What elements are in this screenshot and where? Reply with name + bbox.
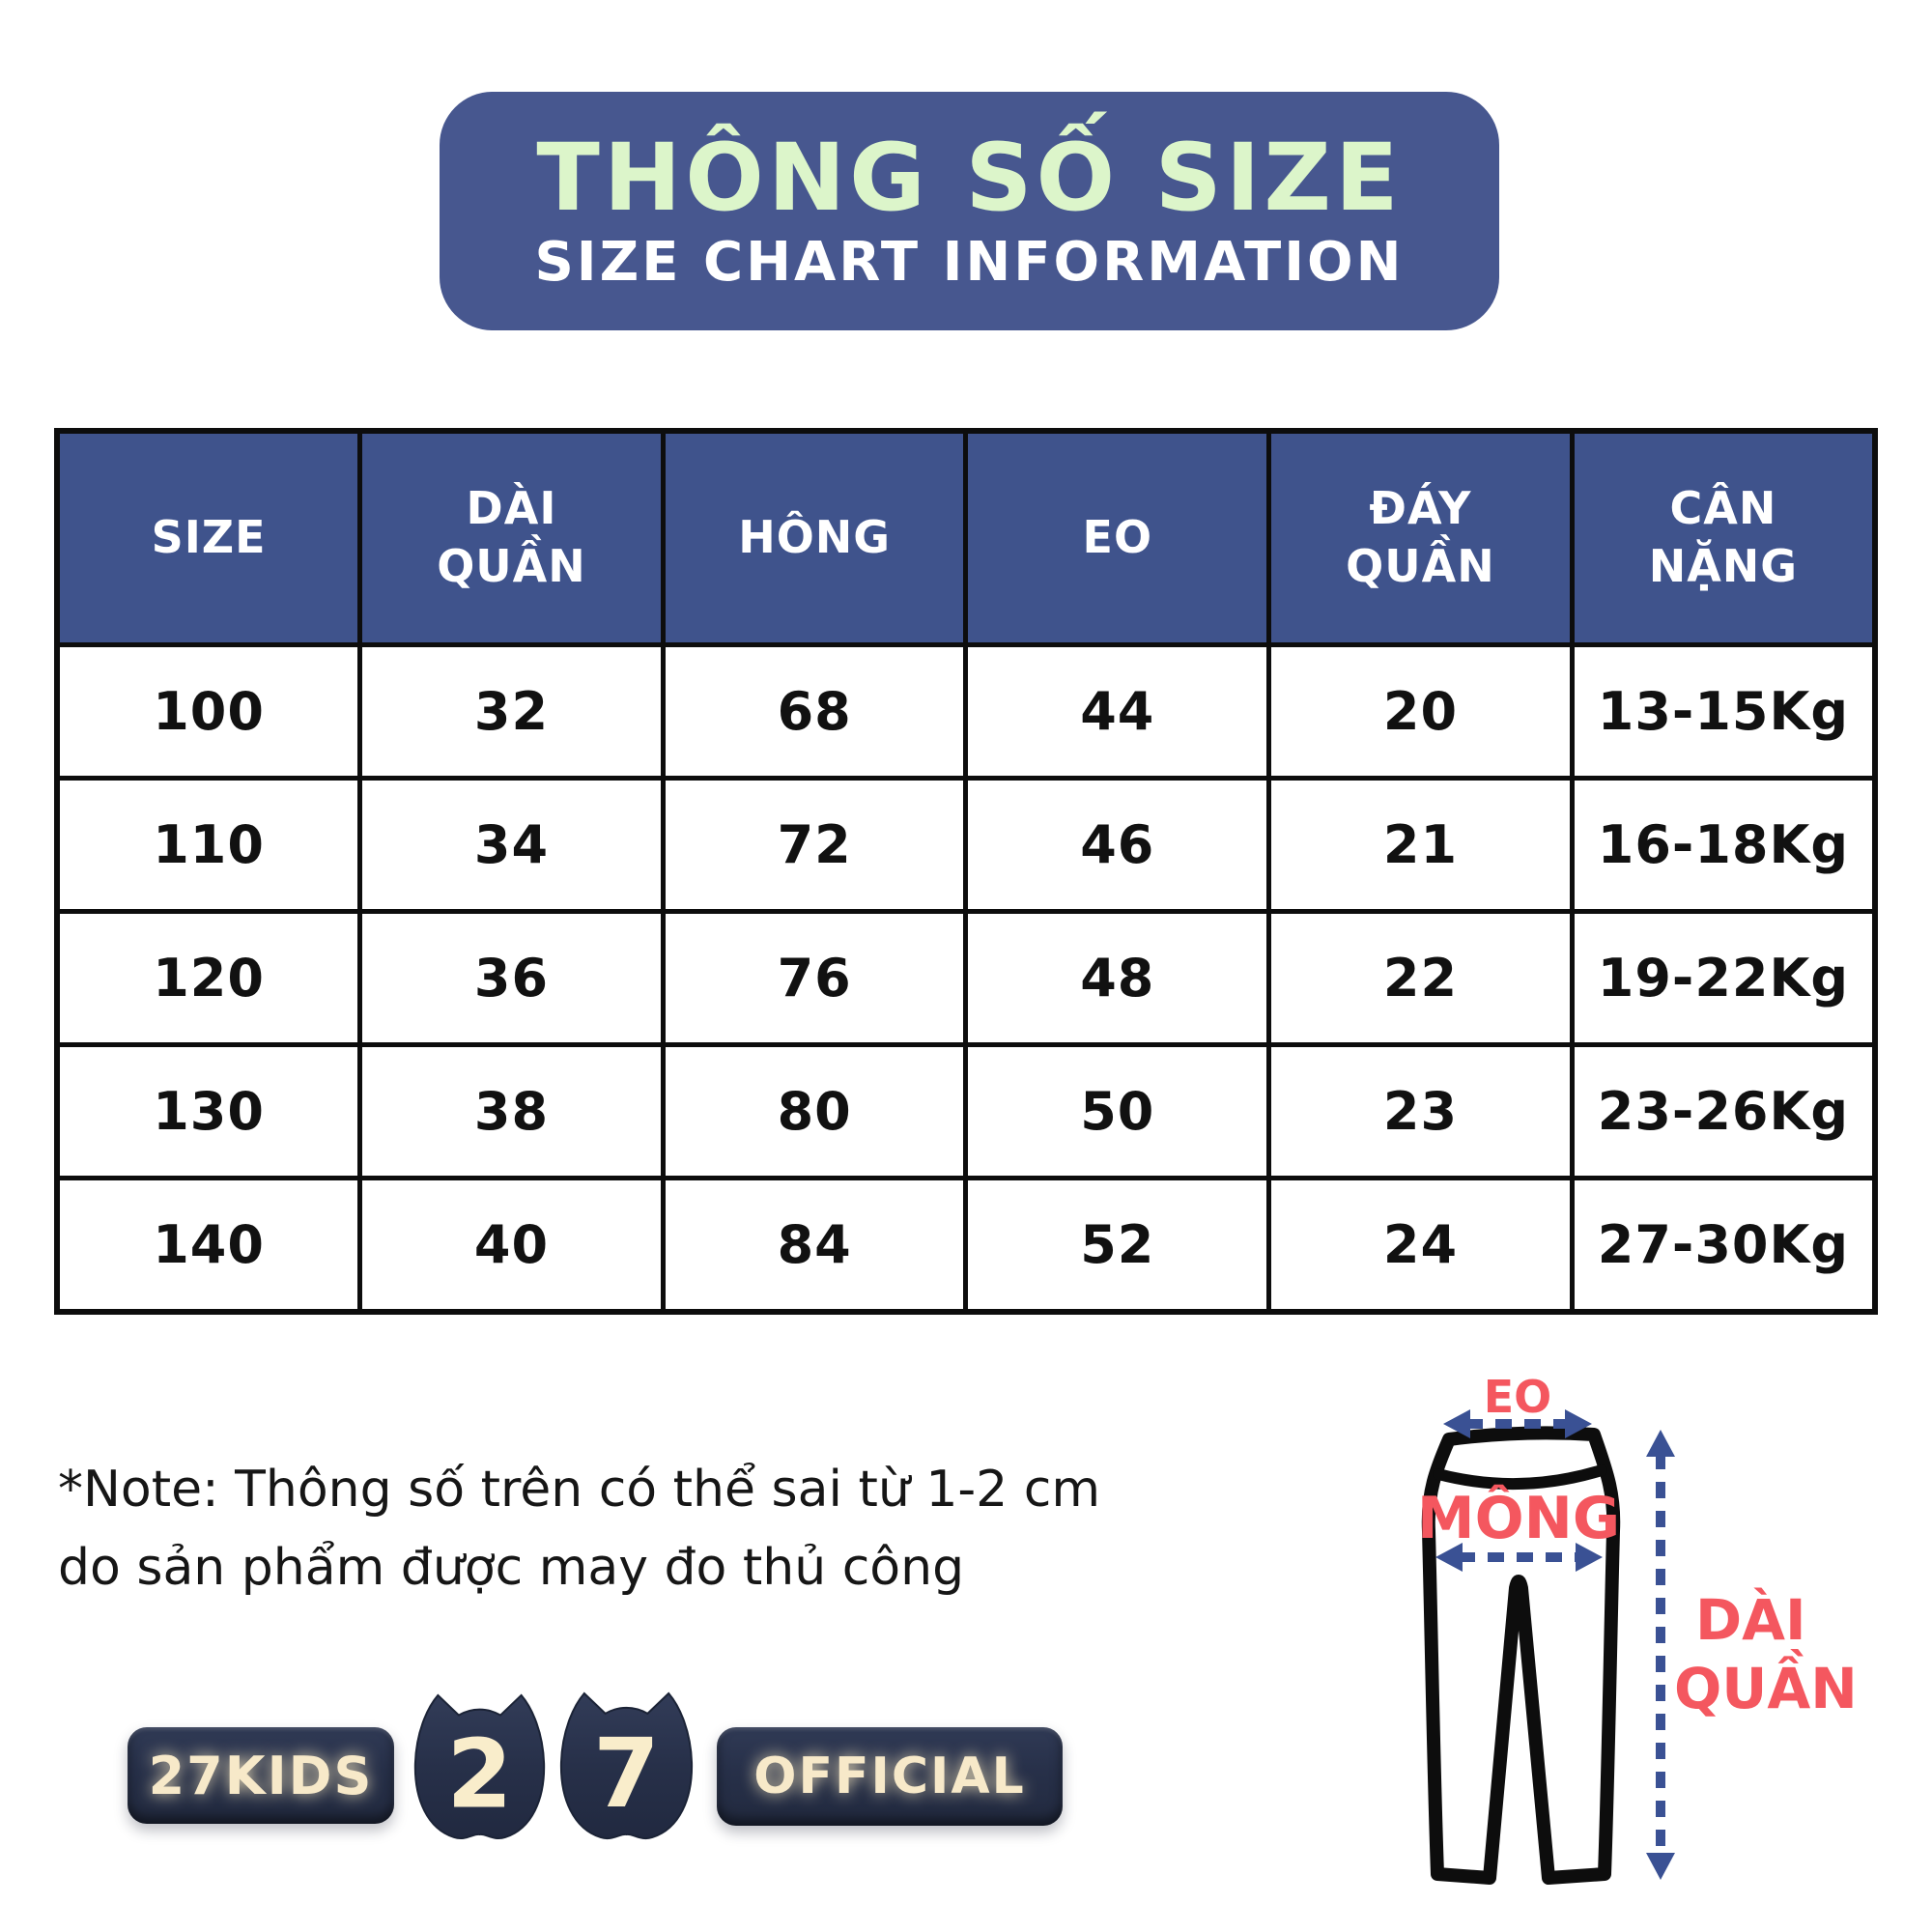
cell-dai-quan: 32 [357, 642, 666, 781]
cell-hong: 84 [660, 1176, 969, 1315]
cat-silhouette-icon [413, 1693, 546, 1839]
hip-arrow-left-head [1435, 1543, 1463, 1572]
note-line-1: *Note: Thông số trên có thể sai từ 1-2 c… [58, 1461, 1101, 1519]
cell-eo: 50 [963, 1042, 1272, 1180]
cell-eo: 48 [963, 909, 1272, 1047]
length-arrow-top-head [1646, 1430, 1675, 1457]
hip-label: MÔNG [1417, 1484, 1620, 1552]
col-header-size: SIZE [54, 428, 363, 647]
cat-ear-badge-7: 7 [559, 1691, 694, 1840]
cell-eo: 52 [963, 1176, 1272, 1315]
cell-can-nang: 16-18Kg [1569, 776, 1878, 914]
cat-ear-badge-2: 2 [413, 1693, 546, 1839]
logo-digit-7: 7 [593, 1719, 660, 1830]
cell-day-quan: 20 [1266, 642, 1575, 781]
logo-digit-2: 2 [446, 1720, 512, 1831]
hip-arrow-right-head [1576, 1543, 1603, 1572]
table-row: 110 34 72 46 21 16-18Kg [54, 776, 1878, 914]
size-table-header: SIZE DÀI QUẦN HÔNG EO ĐÁY QUẦN CÂN NẶNG [54, 428, 1878, 647]
cell-size: 130 [54, 1042, 363, 1180]
cell-size: 140 [54, 1176, 363, 1315]
cat-silhouette-icon [559, 1691, 694, 1840]
official-badge-label: OFFICIAL [753, 1747, 1026, 1805]
cell-hong: 76 [660, 909, 969, 1047]
size-table: SIZE DÀI QUẦN HÔNG EO ĐÁY QUẦN CÂN NẶNG … [54, 428, 1878, 1315]
cell-day-quan: 23 [1266, 1042, 1575, 1180]
waist-arrow-left-head [1443, 1409, 1470, 1438]
table-row: 120 36 76 48 22 19-22Kg [54, 909, 1878, 1047]
cell-dai-quan: 38 [357, 1042, 666, 1180]
waistband-seam [1433, 1464, 1607, 1491]
cell-size: 110 [54, 776, 363, 914]
col-header-day-quan: ĐÁY QUẦN [1266, 428, 1575, 647]
cell-can-nang: 13-15Kg [1569, 642, 1878, 781]
length-arrow-bottom-head [1646, 1853, 1675, 1880]
cell-eo: 44 [963, 642, 1272, 781]
title-badge: THÔNG SỐ SIZE SIZE CHART INFORMATION [440, 92, 1499, 330]
cell-can-nang: 23-26Kg [1569, 1042, 1878, 1180]
table-row: 130 38 80 50 23 23-26Kg [54, 1042, 1878, 1180]
brand-badge-label: 27KIDS [148, 1745, 374, 1806]
waist-label: EO [1484, 1371, 1552, 1423]
table-row: 140 40 84 52 24 27-30Kg [54, 1176, 1878, 1315]
cell-day-quan: 22 [1266, 909, 1575, 1047]
brand-badge-official: OFFICIAL [717, 1727, 1063, 1826]
cell-day-quan: 24 [1266, 1176, 1575, 1315]
cell-eo: 46 [963, 776, 1272, 914]
length-label-line1: DÀI [1695, 1586, 1806, 1653]
cell-day-quan: 21 [1266, 776, 1575, 914]
cell-size: 120 [54, 909, 363, 1047]
cell-dai-quan: 34 [357, 776, 666, 914]
cell-dai-quan: 40 [357, 1176, 666, 1315]
note-line-2: do sản phẩm được may đo thủ công [58, 1538, 965, 1597]
header-row: SIZE DÀI QUẦN HÔNG EO ĐÁY QUẦN CÂN NẶNG [54, 428, 1878, 647]
brand-badge-27kids: 27KIDS [128, 1727, 394, 1824]
pants-measurement-diagram: EO MÔNG DÀI QUẦN [1417, 1371, 1858, 1885]
cell-hong: 68 [660, 642, 969, 781]
col-header-can-nang: CÂN NẶNG [1569, 428, 1878, 647]
cell-can-nang: 19-22Kg [1569, 909, 1878, 1047]
cell-dai-quan: 36 [357, 909, 666, 1047]
note-text: *Note: Thông số trên có thể sai từ 1-2 c… [58, 1451, 1100, 1606]
pants-outline-icon [1421, 1426, 1621, 1885]
table-row: 100 32 68 44 20 13-15Kg [54, 642, 1878, 781]
waist-arrow-right-head [1565, 1409, 1592, 1438]
cell-hong: 72 [660, 776, 969, 914]
cell-size: 100 [54, 642, 363, 781]
cell-can-nang: 27-30Kg [1569, 1176, 1878, 1315]
length-label-line2: QUẦN [1674, 1647, 1858, 1721]
col-header-eo: EO [963, 428, 1272, 647]
col-header-dai-quan: DÀI QUẦN [357, 428, 666, 647]
col-header-hong: HÔNG [660, 428, 969, 647]
page-subtitle: SIZE CHART INFORMATION [534, 231, 1405, 295]
page-title: THÔNG SỐ SIZE [536, 124, 1403, 233]
cell-hong: 80 [660, 1042, 969, 1180]
